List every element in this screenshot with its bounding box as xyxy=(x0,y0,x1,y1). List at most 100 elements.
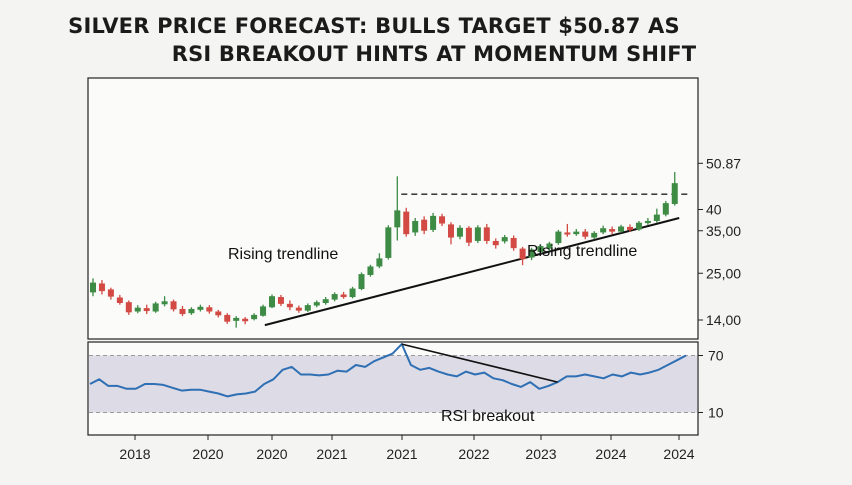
candle-20 xyxy=(269,294,275,309)
candle-18 xyxy=(251,313,258,321)
candle-body xyxy=(304,305,311,311)
x-tick-label-4: 2021 xyxy=(386,446,417,462)
candle-body xyxy=(618,226,625,232)
candle-5 xyxy=(134,305,141,314)
candle-body xyxy=(474,227,481,241)
candle-body xyxy=(98,283,105,292)
candle-36 xyxy=(412,218,419,236)
candle-53 xyxy=(564,223,571,237)
candle-9 xyxy=(170,299,177,312)
candle-body xyxy=(528,249,535,258)
candle-body xyxy=(295,307,302,311)
candle-body xyxy=(179,308,186,315)
candle-7 xyxy=(152,301,159,313)
candle-body xyxy=(501,237,508,242)
candle-11 xyxy=(188,307,195,315)
candle-31 xyxy=(367,264,374,277)
rsi-y-tick-label-1: 10 xyxy=(708,405,724,421)
candle-body xyxy=(600,228,607,233)
candle-4 xyxy=(125,300,132,315)
candle-body xyxy=(161,301,168,305)
rsi-y-tick-label-0: 70 xyxy=(708,348,724,364)
candle-body xyxy=(403,211,410,235)
candle-body xyxy=(125,302,132,313)
candle-body xyxy=(224,314,231,322)
candle-33 xyxy=(385,225,392,260)
candle-body xyxy=(430,215,437,230)
rsi-breakout-line xyxy=(401,343,558,383)
candle-body xyxy=(367,266,374,275)
x-tick-label-8: 2024 xyxy=(663,446,694,462)
candle-body xyxy=(233,317,240,321)
candle-26 xyxy=(322,297,329,305)
candle-17 xyxy=(242,317,249,325)
price-y-tick-label-1: 40 xyxy=(706,202,722,218)
candle-55 xyxy=(582,229,589,240)
rsi-band xyxy=(89,355,697,413)
candle-body xyxy=(510,237,517,249)
candle-body xyxy=(653,214,660,221)
candle-body xyxy=(340,294,347,298)
candle-38 xyxy=(430,212,437,233)
candle-body xyxy=(582,231,589,237)
candle-64 xyxy=(662,201,669,217)
candle-41 xyxy=(456,225,463,240)
candle-22 xyxy=(286,300,293,311)
rsi-line xyxy=(89,343,687,398)
candle-2 xyxy=(107,287,114,300)
candle-body xyxy=(519,248,526,260)
candle-39 xyxy=(439,213,446,227)
candle-61 xyxy=(635,220,642,231)
candle-14 xyxy=(215,309,222,318)
candle-body xyxy=(251,314,258,320)
candle-body xyxy=(134,307,141,312)
candle-body xyxy=(215,311,222,316)
candle-50 xyxy=(537,244,544,255)
candle-6 xyxy=(143,304,150,315)
candle-body xyxy=(269,296,275,308)
x-tick-label-2: 2020 xyxy=(256,446,287,462)
candle-body xyxy=(394,210,401,228)
x-tick-label-0: 2018 xyxy=(119,446,150,462)
x-tick-label-6: 2023 xyxy=(525,446,556,462)
candle-body xyxy=(349,288,356,298)
candle-40 xyxy=(448,222,454,245)
candle-body xyxy=(331,294,338,300)
candle-body xyxy=(465,227,472,243)
candle-body xyxy=(644,220,651,224)
rising-trendline-label-right: Rising trendline xyxy=(527,243,637,260)
rising-trendline-label-left: Rising trendline xyxy=(228,246,338,263)
candle-63 xyxy=(653,208,660,223)
candle-21 xyxy=(277,294,284,306)
candle-body xyxy=(555,231,562,244)
candle-1 xyxy=(98,280,105,295)
candle-body xyxy=(412,220,419,233)
candle-body xyxy=(322,299,329,303)
candle-62 xyxy=(644,218,651,225)
candle-32 xyxy=(376,253,383,269)
candle-body xyxy=(492,240,499,246)
candle-body xyxy=(591,232,598,238)
candle-30 xyxy=(358,272,365,291)
candle-0 xyxy=(90,278,96,297)
candle-24 xyxy=(304,303,311,312)
rising-trendline xyxy=(264,217,680,327)
candle-15 xyxy=(224,313,231,324)
candle-body xyxy=(358,274,365,289)
candle-body xyxy=(170,301,177,310)
candle-54 xyxy=(573,229,580,236)
candle-body xyxy=(260,306,267,316)
candle-56 xyxy=(591,231,598,240)
candle-48 xyxy=(519,246,526,266)
candle-body xyxy=(197,306,204,310)
candle-52 xyxy=(555,229,562,245)
x-tick-label-5: 2022 xyxy=(458,446,489,462)
candle-13 xyxy=(206,305,213,314)
candle-44 xyxy=(483,223,490,244)
candle-51 xyxy=(546,241,553,251)
rsi-breakout-label: RSI breakout xyxy=(441,408,535,425)
candle-25 xyxy=(313,300,320,308)
candle-body xyxy=(107,289,114,297)
candle-body xyxy=(635,222,642,230)
